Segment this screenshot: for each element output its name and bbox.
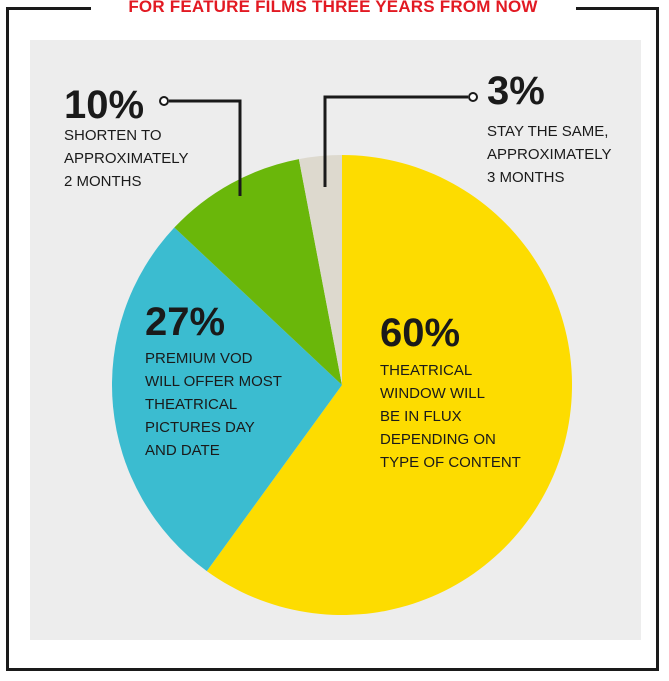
slice-3-description: STAY THE SAME, APPROXIMATELY 3 MONTHS	[487, 123, 611, 186]
slice-27-description: PREMIUM VOD WILL OFFER MOST THEATRICAL P…	[145, 350, 282, 459]
slice-10-line-1: SHORTEN TO	[64, 127, 162, 144]
leader-lines	[159, 92, 478, 196]
frame-top-left-rule	[6, 7, 91, 10]
slice-3-line-3: 3 MONTHS	[487, 169, 565, 186]
slice-60-line-3: BE IN FLUX	[380, 408, 462, 425]
slice-60-line-5: TYPE OF CONTENT	[380, 454, 521, 471]
leader-dot-3	[468, 92, 478, 102]
slice-60-line-4: DEPENDING ON	[380, 431, 496, 448]
leader-line-10	[169, 99, 242, 196]
slice-27-line-5: AND DATE	[145, 442, 220, 459]
frame-top-right-rule	[576, 7, 659, 10]
pie-slice-27	[112, 227, 342, 572]
slice-27-line-3: THEATRICAL	[145, 396, 237, 413]
pie-slice-60	[206, 154, 573, 615]
slice-3-line-2: APPROXIMATELY	[487, 146, 611, 163]
slice-10-description: SHORTEN TO APPROXIMATELY 2 MONTHS	[64, 127, 188, 190]
slice-10-line-2: APPROXIMATELY	[64, 150, 188, 167]
leader-line-3	[323, 95, 468, 187]
pie-slice-10	[174, 159, 342, 385]
chart-title: FOR FEATURE FILMS THREE YEARS FROM NOW	[96, 0, 570, 19]
slice-60-line-2: WINDOW WILL	[380, 385, 485, 402]
slice-60-line-1: THEATRICAL	[380, 362, 472, 379]
pie-slice-3	[298, 155, 342, 385]
slice-3-percent: 3%	[487, 69, 545, 113]
leader-dot-10	[159, 96, 169, 106]
slice-27-percent: 27%	[145, 300, 225, 344]
slice-27-line-2: WILL OFFER MOST	[145, 373, 282, 390]
slice-60-percent: 60%	[380, 311, 460, 355]
chart-frame	[6, 7, 659, 671]
slice-27-line-1: PREMIUM VOD	[145, 350, 253, 367]
pie-slices	[112, 154, 573, 615]
slice-3-line-1: STAY THE SAME,	[487, 123, 608, 140]
slice-10-line-3: 2 MONTHS	[64, 173, 142, 190]
slice-27-line-4: PICTURES DAY	[145, 419, 255, 436]
slice-10-percent: 10%	[64, 83, 144, 127]
slice-60-description: THEATRICAL WINDOW WILL BE IN FLUX DEPEND…	[380, 362, 521, 471]
